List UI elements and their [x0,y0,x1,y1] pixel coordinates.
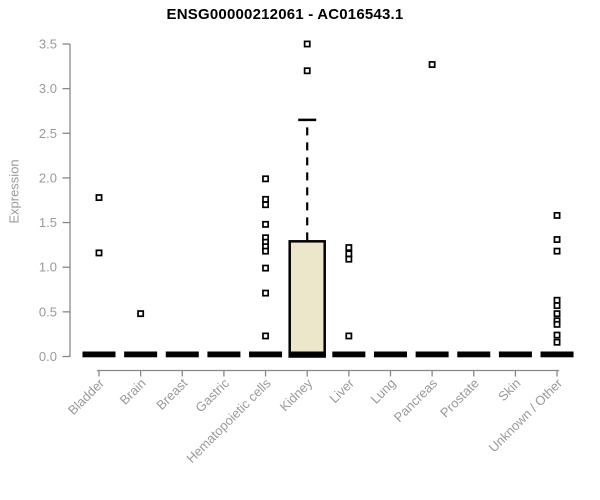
box [288,240,326,358]
data-point [262,220,270,228]
y-axis-title: Expression [6,159,22,224]
y-tick-label: 2.5 [39,126,57,141]
median-bar [540,351,574,358]
x-tick-label: Prostate [437,376,482,421]
median-bar [290,351,324,358]
median-bar [332,351,366,358]
data-point [137,310,145,318]
data-point [553,247,561,255]
data-point [553,296,561,304]
data-point [345,250,353,258]
median-bar [249,351,283,358]
median-bar [415,351,449,358]
data-point [553,211,561,219]
data-point [262,247,270,255]
data-point [95,249,103,257]
data-point [262,195,270,203]
data-point [345,255,353,263]
y-tick-label: 3.5 [39,36,57,51]
x-tick-label: Breast [153,375,190,412]
data-point [262,175,270,183]
data-point [428,61,436,68]
median-bar [165,351,199,358]
x-tick-label: Gastric [192,375,232,415]
data-point [345,332,353,340]
y-tick-label: 0.5 [39,304,57,319]
data-point [262,264,270,272]
data-point [553,310,561,318]
x-tick-label: Unknown / Other [486,375,566,455]
data-point [553,320,561,328]
data-point [95,194,103,202]
median-bar [82,351,116,358]
x-tick-label: Brain [117,376,149,408]
data-point [553,236,561,243]
data-point [262,289,270,297]
median-bar [457,351,491,358]
chart-title: ENSG00000212061 - AC016543.1 [166,6,404,23]
data-point [303,40,311,48]
data-point [262,332,270,340]
data-point [553,331,561,339]
y-tick-label: 2.0 [39,170,57,185]
median-bar [124,351,158,358]
data-point [262,201,270,209]
x-tick-label: Pancreas [391,375,441,425]
x-tick-label: Kidney [277,375,316,414]
median-bar [207,351,241,358]
data-point [553,302,561,310]
y-tick-label: 3.0 [39,81,57,96]
x-tick-label: Skin [495,376,523,404]
y-tick-label: 1.0 [39,260,57,275]
x-tick-label: Lung [368,376,399,407]
x-tick-label: Bladder [65,375,108,418]
y-tick-label: 1.5 [39,215,57,230]
y-tick-label: 0.0 [39,349,57,364]
data-point [303,67,311,75]
data-point [553,338,561,346]
median-bar [498,351,532,358]
x-tick-label: Liver [326,375,357,406]
data-point [345,244,353,252]
median-bar [373,351,407,358]
